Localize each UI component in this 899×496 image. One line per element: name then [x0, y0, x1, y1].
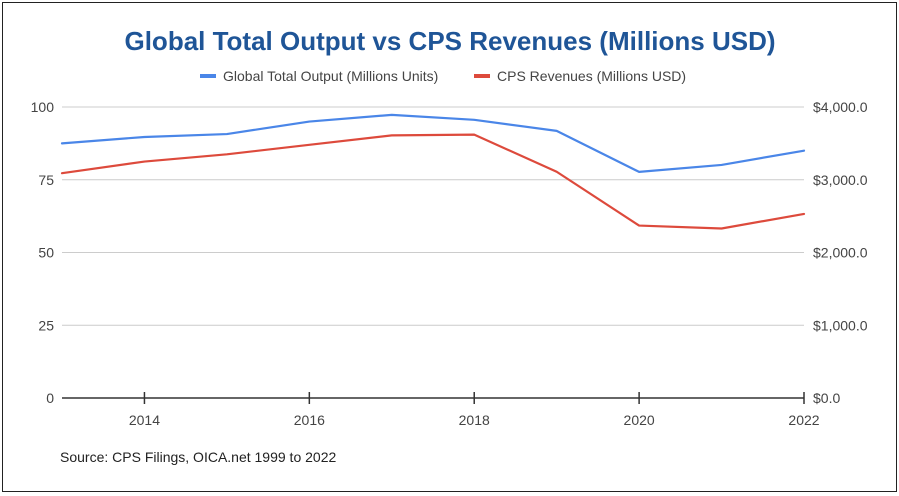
x-tick-label: 2016	[294, 412, 325, 428]
legend-label-global-output: Global Total Output (Millions Units)	[223, 68, 438, 84]
series-line-global-output	[60, 113, 806, 173]
legend-swatch-global-output	[200, 74, 216, 78]
legend-swatch-cps-revenues	[474, 74, 490, 78]
left-tick-label: 50	[38, 245, 54, 261]
legend: Global Total Output (Millions Units) CPS…	[200, 68, 686, 84]
left-axis-ticks: 0 25 50 75 100	[31, 99, 55, 406]
right-tick-label: $2,000.0	[813, 245, 868, 261]
x-tick-label: 2018	[459, 412, 490, 428]
x-tick-label: 2022	[788, 412, 819, 428]
x-tick-label: 2020	[624, 412, 655, 428]
left-tick-label: 100	[31, 99, 55, 115]
right-tick-label: $4,000.0	[813, 99, 868, 115]
left-tick-label: 75	[38, 172, 54, 188]
legend-label-cps-revenues: CPS Revenues (Millions USD)	[497, 68, 686, 84]
right-axis-ticks: $0.0 $1,000.0 $2,000.0 $3,000.0 $4,000.0	[813, 99, 868, 406]
left-tick-label: 0	[46, 390, 54, 406]
series-lines	[60, 113, 806, 230]
right-tick-label: $3,000.0	[813, 172, 868, 188]
series-line-cps-revenues	[60, 133, 806, 230]
chart-title: Global Total Output vs CPS Revenues (Mil…	[124, 26, 775, 56]
x-tick-label: 2014	[129, 412, 160, 428]
x-axis: 2014 2016 2018 2020 2022	[62, 392, 820, 428]
gridlines	[62, 106, 804, 326]
right-tick-label: $1,000.0	[813, 317, 868, 333]
source-note: Source: CPS Filings, OICA.net 1999 to 20…	[60, 449, 336, 465]
right-tick-label: $0.0	[813, 390, 840, 406]
left-tick-label: 25	[38, 317, 54, 333]
